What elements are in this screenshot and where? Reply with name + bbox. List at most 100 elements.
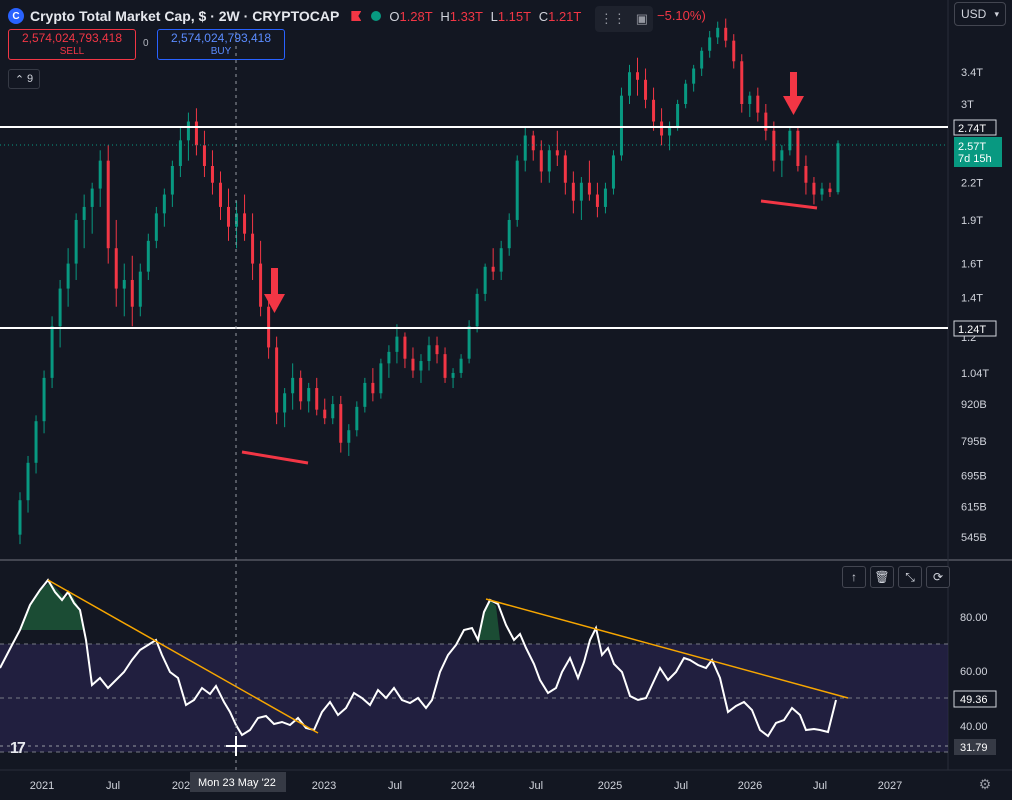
candle-body bbox=[780, 150, 784, 161]
candle-body bbox=[660, 121, 664, 136]
candle-body bbox=[475, 293, 479, 327]
symbol-header: C Crypto Total Market Cap, $ · 2W · CRYP… bbox=[0, 0, 585, 32]
rsi-trendline-left[interactable] bbox=[47, 579, 319, 734]
annotation-arrow-right[interactable] bbox=[783, 72, 804, 115]
osc-tick-40: 40.00 bbox=[960, 721, 988, 733]
sell-button[interactable]: 2,574,024,793,418 SELL bbox=[8, 29, 136, 60]
price-tick-label: 3T bbox=[961, 99, 974, 111]
candle-body bbox=[307, 388, 311, 402]
candle-body bbox=[836, 143, 840, 193]
indicators-toggle-button[interactable]: ⌃ 9 bbox=[8, 69, 40, 89]
rsi-line bbox=[0, 578, 837, 738]
market-status-icon bbox=[371, 11, 382, 21]
symbol-title[interactable]: Crypto Total Market Cap, $ · 2W · CRYPTO… bbox=[30, 8, 340, 24]
candle-body bbox=[74, 219, 78, 264]
price-tick-label: 545B bbox=[961, 532, 987, 544]
candle-body bbox=[451, 372, 455, 378]
floating-toolbar[interactable]: ⋮⋮ ▣ bbox=[595, 6, 653, 32]
candle-body bbox=[563, 155, 567, 183]
flag-icon[interactable] bbox=[351, 11, 362, 21]
currency-select[interactable]: USD ▾ bbox=[954, 2, 1006, 26]
candle-body bbox=[523, 135, 527, 161]
candle-body bbox=[652, 99, 656, 122]
candle-body bbox=[459, 358, 463, 373]
candle-body bbox=[611, 155, 615, 189]
candle-body bbox=[499, 248, 503, 272]
last-price-countdown: 7d 15h bbox=[958, 153, 992, 165]
price-tick-label: 920B bbox=[961, 399, 987, 411]
price-axis[interactable]: 3.4T 3T 2.2T 1.9T 1.6T 1.4T 1.04T 920B 795B 695B 6… bbox=[961, 67, 989, 544]
time-tick-label: 2027 bbox=[878, 780, 902, 792]
candle-body bbox=[251, 233, 255, 264]
candle-body bbox=[820, 188, 824, 195]
tradingview-logo-icon[interactable]: 17 bbox=[10, 740, 26, 757]
candle-body bbox=[515, 160, 519, 220]
candle-body bbox=[227, 206, 231, 227]
buy-button[interactable]: 2,574,024,793,418 BUY bbox=[157, 29, 285, 60]
candle-body bbox=[170, 165, 174, 195]
price-tick-label: 1.04T bbox=[961, 368, 989, 380]
maximize-pane-icon[interactable]: ⟳ bbox=[926, 566, 950, 588]
collapse-pane-icon[interactable]: ⤡ bbox=[898, 566, 922, 588]
delete-pane-icon[interactable]: 🗑 bbox=[870, 566, 894, 588]
candle-body bbox=[58, 288, 62, 327]
candle-body bbox=[684, 83, 688, 104]
candle-body bbox=[700, 50, 704, 69]
price-tick-label: 695B bbox=[961, 470, 987, 482]
level-label-lower: 1.24T bbox=[958, 324, 986, 336]
osc-tick-80: 80.00 bbox=[960, 612, 988, 624]
move-pane-up-icon[interactable]: ↑ bbox=[842, 566, 866, 588]
candle-body bbox=[331, 404, 335, 419]
candle-body bbox=[483, 266, 487, 294]
candle-body bbox=[275, 347, 279, 413]
support-line-left[interactable] bbox=[241, 450, 309, 465]
candle-body bbox=[627, 72, 631, 96]
osc-crosshair-box bbox=[954, 739, 996, 755]
candle-body bbox=[531, 135, 535, 151]
osc-tick-60: 60.00 bbox=[960, 666, 988, 678]
crosshair-cursor-icon bbox=[226, 736, 246, 756]
last-price-value: 2.57T bbox=[958, 141, 986, 153]
candle-body bbox=[708, 37, 712, 51]
sell-price: 2,574,024,793,418 bbox=[21, 31, 123, 45]
annotation-arrow-left[interactable] bbox=[264, 268, 285, 313]
candle-body bbox=[154, 213, 158, 241]
price-tick-label: 1.6T bbox=[961, 259, 983, 271]
osc-current-value: 49.36 bbox=[960, 694, 988, 706]
time-axis[interactable]: 2021 Jul 202 2023 Jul 2024 Jul 2025 Jul 2026 Jul 20… bbox=[30, 780, 902, 792]
candle-body bbox=[828, 188, 832, 193]
crosshair-date: Mon 23 May '22 bbox=[198, 777, 276, 789]
candle-body bbox=[194, 121, 198, 146]
candle-body bbox=[323, 409, 327, 419]
add-layout-icon[interactable]: ▣ bbox=[635, 11, 649, 26]
candle-body bbox=[644, 79, 648, 100]
candle-body bbox=[50, 326, 54, 378]
price-tick-label: 3.4T bbox=[961, 67, 983, 79]
rsi-trendline-right[interactable] bbox=[485, 598, 849, 699]
candle-body bbox=[259, 263, 263, 307]
crypto-cap-logo-icon: C bbox=[8, 8, 24, 24]
chevron-down-icon: ▾ bbox=[994, 8, 999, 19]
candle-body bbox=[587, 182, 591, 195]
candle-series bbox=[18, 18, 840, 545]
candle-body bbox=[539, 150, 543, 172]
candle-body bbox=[130, 279, 134, 307]
rsi-overbought-fill-right bbox=[478, 600, 500, 640]
candle-body bbox=[419, 361, 423, 371]
drag-handle-icon[interactable]: ⋮⋮ bbox=[599, 11, 626, 26]
candle-body bbox=[636, 72, 640, 80]
candle-body bbox=[371, 382, 375, 394]
price-tick-label: 1.4T bbox=[961, 292, 983, 304]
candle-body bbox=[716, 27, 720, 38]
support-line-right[interactable] bbox=[760, 199, 818, 210]
candle-body bbox=[26, 462, 30, 501]
time-tick-label: 2024 bbox=[451, 780, 475, 792]
candle-body bbox=[186, 121, 190, 141]
settings-gear-icon[interactable]: ⚙ bbox=[978, 776, 992, 792]
candle-body bbox=[491, 266, 495, 272]
low-value: 1.15T bbox=[497, 8, 532, 24]
candle-body bbox=[403, 336, 407, 359]
candle-body bbox=[106, 160, 110, 249]
candle-body bbox=[178, 140, 182, 166]
